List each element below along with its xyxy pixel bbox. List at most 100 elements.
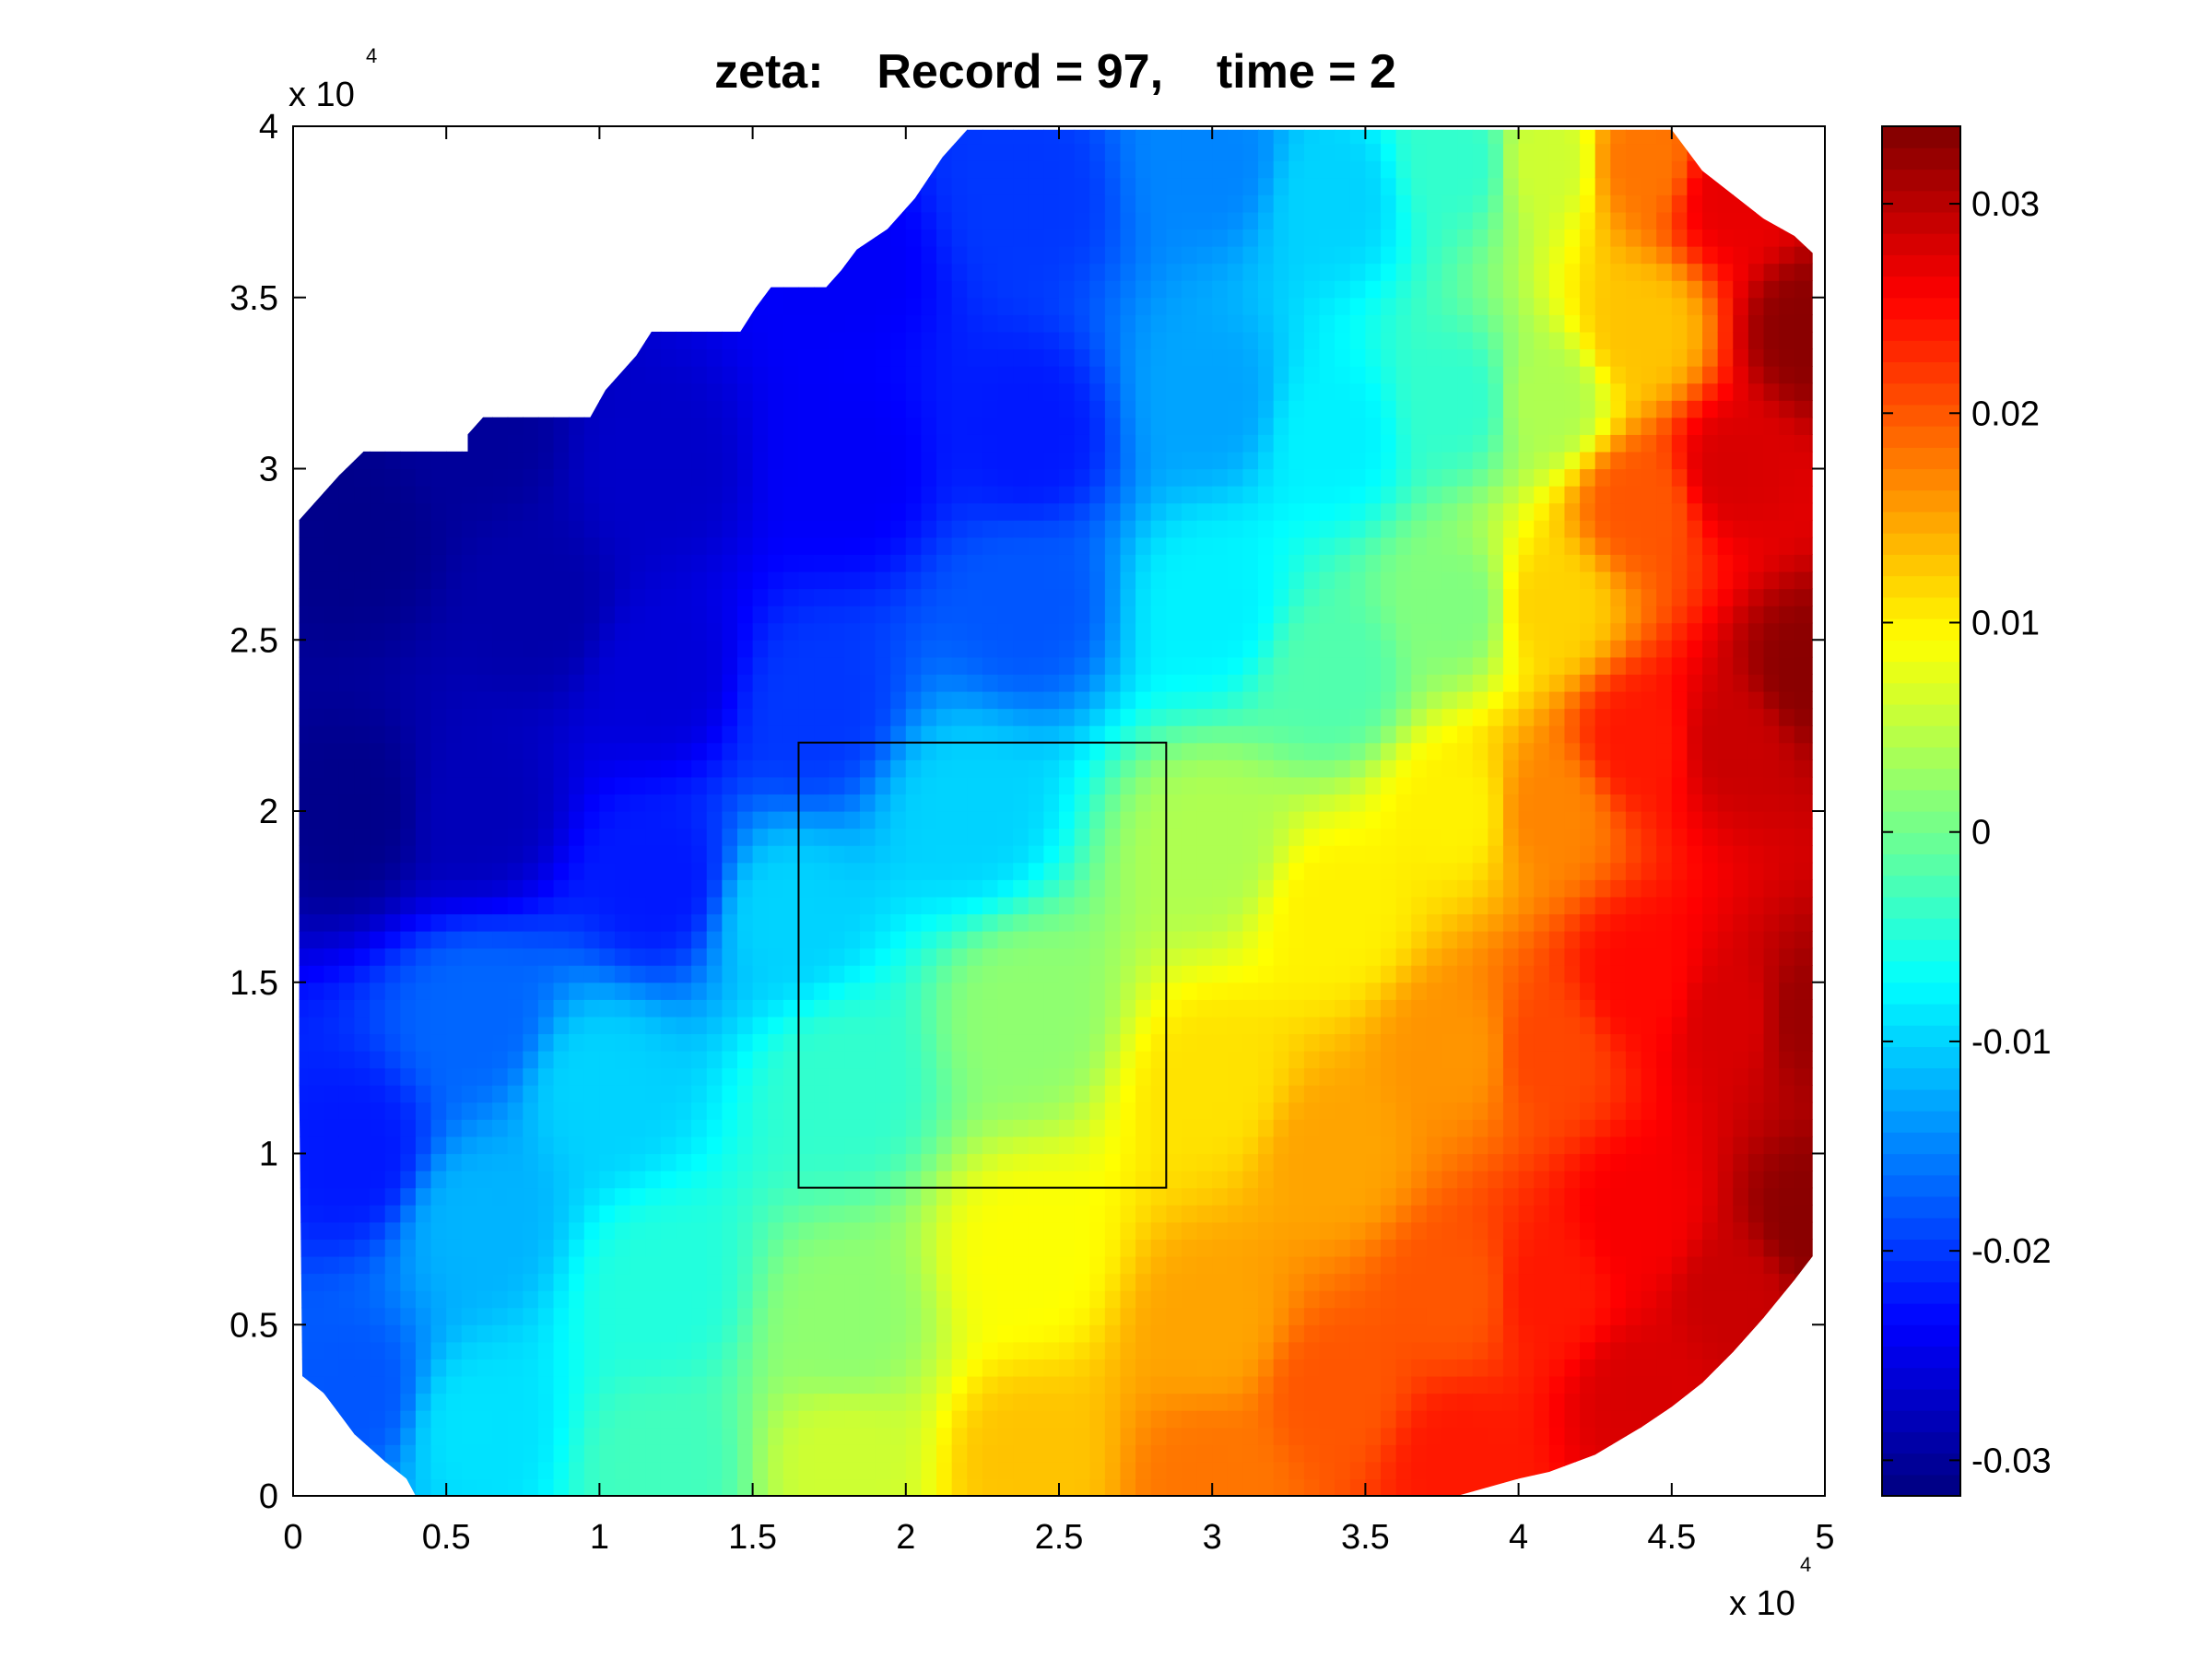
field-cell	[553, 1478, 570, 1497]
field-cell	[660, 348, 677, 367]
field-cell	[583, 571, 600, 590]
field-cell	[676, 640, 692, 658]
field-cell	[1150, 263, 1167, 281]
field-cell	[537, 1341, 555, 1360]
field-cell	[691, 794, 708, 812]
field-cell	[814, 1478, 830, 1497]
field-cell	[982, 725, 999, 744]
field-cell	[1059, 1067, 1076, 1086]
field-cell	[814, 1016, 830, 1035]
field-cell	[461, 862, 478, 880]
field-cell	[936, 982, 953, 1000]
field-cell	[599, 571, 616, 590]
field-cell	[798, 1273, 815, 1291]
field-cell	[1227, 280, 1244, 299]
field-cell	[569, 794, 585, 812]
field-cell	[875, 554, 891, 572]
field-cell	[936, 1324, 953, 1343]
field-cell	[1104, 1221, 1122, 1240]
field-cell	[1104, 776, 1122, 795]
field-cell	[599, 1153, 616, 1171]
field-cell	[629, 486, 646, 504]
field-cell	[736, 1324, 754, 1343]
field-cell	[676, 520, 692, 538]
field-cell	[537, 1171, 555, 1189]
field-cell	[951, 588, 968, 606]
field-cell	[814, 999, 830, 1018]
field-cell	[951, 690, 968, 710]
field-cell	[1150, 297, 1167, 315]
field-cell	[537, 1067, 555, 1086]
field-cell	[645, 879, 662, 898]
field-cell	[1059, 931, 1076, 949]
field-cell	[615, 606, 631, 624]
field-cell	[890, 1324, 907, 1343]
field-cell	[400, 879, 417, 898]
field-cell	[752, 434, 769, 453]
field-cell	[676, 828, 692, 846]
field-cell	[875, 879, 891, 898]
field-cell	[1150, 1341, 1167, 1360]
field-cell	[1242, 896, 1259, 915]
field-cell	[1166, 794, 1182, 812]
field-cell	[1227, 606, 1244, 624]
field-cell	[645, 1221, 662, 1240]
field-cell	[299, 794, 310, 812]
field-cell	[798, 1205, 815, 1223]
field-cell	[1166, 1051, 1182, 1069]
field-cell	[890, 1255, 907, 1275]
field-cell	[446, 1187, 463, 1206]
field-cell	[936, 742, 953, 760]
field-cell	[1227, 348, 1244, 367]
field-cell	[752, 1239, 769, 1257]
field-cell	[1181, 177, 1198, 195]
field-cell	[537, 640, 555, 658]
field-cell	[1104, 160, 1122, 179]
field-cell	[569, 1171, 585, 1189]
field-cell	[1212, 129, 1229, 145]
field-cell	[997, 554, 1014, 572]
field-cell	[1089, 1290, 1106, 1309]
field-cell	[798, 331, 815, 350]
field-cell	[507, 486, 524, 504]
field-cell	[415, 896, 432, 915]
field-cell	[752, 862, 769, 880]
field-cell	[814, 794, 830, 812]
field-cell	[997, 1051, 1014, 1069]
field-cell	[752, 776, 769, 795]
field-cell	[645, 1033, 662, 1052]
field-cell	[1150, 828, 1167, 846]
field-cell	[1150, 674, 1167, 692]
field-cell	[676, 1016, 692, 1035]
field-cell	[308, 674, 324, 692]
field-cell	[507, 1375, 524, 1394]
field-cell	[951, 913, 968, 932]
field-cell	[523, 1341, 539, 1360]
field-cell	[1104, 1051, 1122, 1069]
field-cell	[477, 1135, 493, 1155]
field-cell	[736, 690, 754, 710]
field-cell	[299, 879, 310, 898]
field-cell	[1181, 129, 1198, 145]
field-cell	[461, 468, 478, 487]
field-cell	[1150, 947, 1167, 966]
field-cell	[1227, 811, 1244, 830]
field-cell	[324, 571, 340, 590]
field-cell	[951, 246, 968, 265]
field-cell	[967, 606, 983, 624]
field-cell	[354, 520, 371, 538]
field-cell	[844, 828, 861, 846]
field-cell	[629, 725, 646, 744]
field-cell	[844, 1427, 861, 1445]
field-cell	[798, 674, 815, 692]
field-cell	[523, 1410, 539, 1429]
field-cell	[537, 434, 555, 453]
field-cell	[492, 554, 509, 572]
field-cell	[384, 947, 401, 966]
field-cell	[1242, 1273, 1259, 1291]
field-cell	[1227, 1135, 1244, 1155]
field-cell	[951, 331, 968, 350]
field-cell	[997, 1307, 1014, 1325]
field-cell	[1181, 366, 1198, 384]
field-cell	[400, 1016, 417, 1035]
